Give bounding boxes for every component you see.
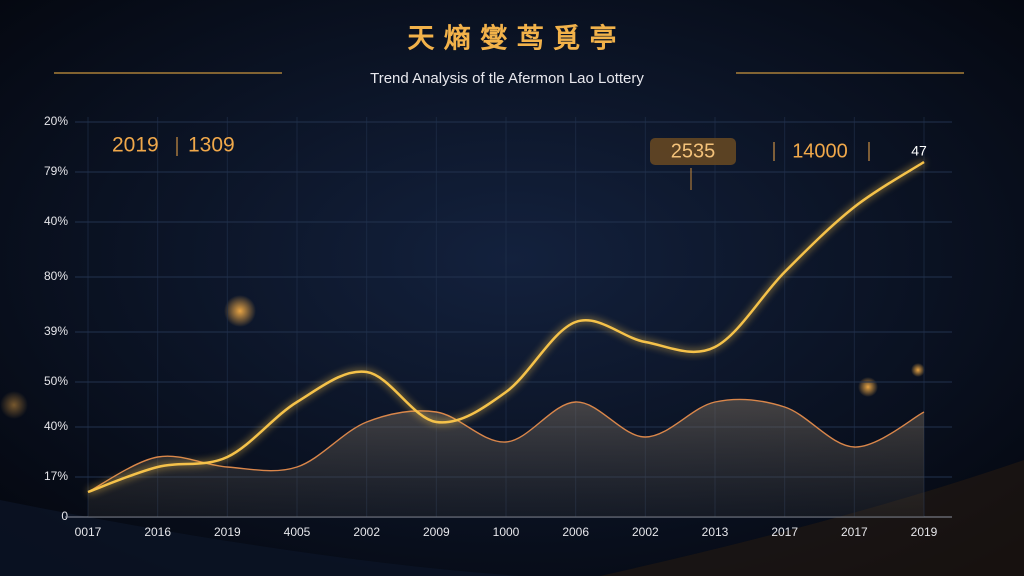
line bbox=[87, 160, 925, 494]
glow bbox=[224, 295, 256, 327]
annotation: 1309 bbox=[188, 134, 235, 157]
glow bbox=[0, 391, 28, 419]
y-tick-label: 20% bbox=[44, 114, 68, 128]
annotation: 14000 bbox=[792, 140, 848, 162]
decor-wave bbox=[600, 460, 1024, 576]
x-tick-label: 2006 bbox=[562, 525, 589, 539]
annotation: 47 bbox=[911, 143, 927, 159]
y-tick-label: 17% bbox=[44, 469, 68, 483]
y-tick-label: 40% bbox=[44, 214, 68, 228]
annotation-box bbox=[650, 138, 736, 165]
y-tick-label: 80% bbox=[44, 269, 68, 283]
x-tick-label: 4005 bbox=[284, 525, 311, 539]
y-tick-label: 0 bbox=[61, 509, 68, 523]
plot-area: 0 17% 40% 50% 39% 80% 40% 79% 20% 0017 2016 2019 400… bbox=[44, 114, 952, 539]
chart-subtitle: Trend Analysis of tle Afermon Lao Lotter… bbox=[370, 70, 644, 87]
x-tick-label: 2017 bbox=[841, 525, 868, 539]
x-tick-label: 2016 bbox=[144, 525, 171, 539]
x-tick-label: 2002 bbox=[632, 525, 659, 539]
x-tick-label: 2002 bbox=[353, 525, 380, 539]
x-tick-label: 2017 bbox=[771, 525, 798, 539]
decor-wave bbox=[0, 500, 520, 576]
y-tick-label: 50% bbox=[44, 374, 68, 388]
glow bbox=[858, 377, 878, 397]
line bbox=[87, 398, 925, 493]
glow bbox=[911, 363, 925, 377]
x-tick-label: 2009 bbox=[423, 525, 450, 539]
x-tick-label: 1000 bbox=[493, 525, 520, 539]
x-tick-label: 2013 bbox=[702, 525, 729, 539]
x-tick-label: 0017 bbox=[75, 525, 102, 539]
y-tick-label: 40% bbox=[44, 419, 68, 433]
area bbox=[88, 399, 924, 517]
y-tick-label: 39% bbox=[44, 324, 68, 338]
x-tick-label: 2019 bbox=[214, 525, 241, 539]
x-tick-label: 2019 bbox=[911, 525, 938, 539]
y-tick-label: 79% bbox=[44, 164, 68, 178]
annotation: 2535 bbox=[671, 140, 716, 162]
chart-title: 天 熵 燮 茑 覓 亭 bbox=[408, 23, 617, 55]
annotation: 2019 bbox=[112, 134, 159, 157]
